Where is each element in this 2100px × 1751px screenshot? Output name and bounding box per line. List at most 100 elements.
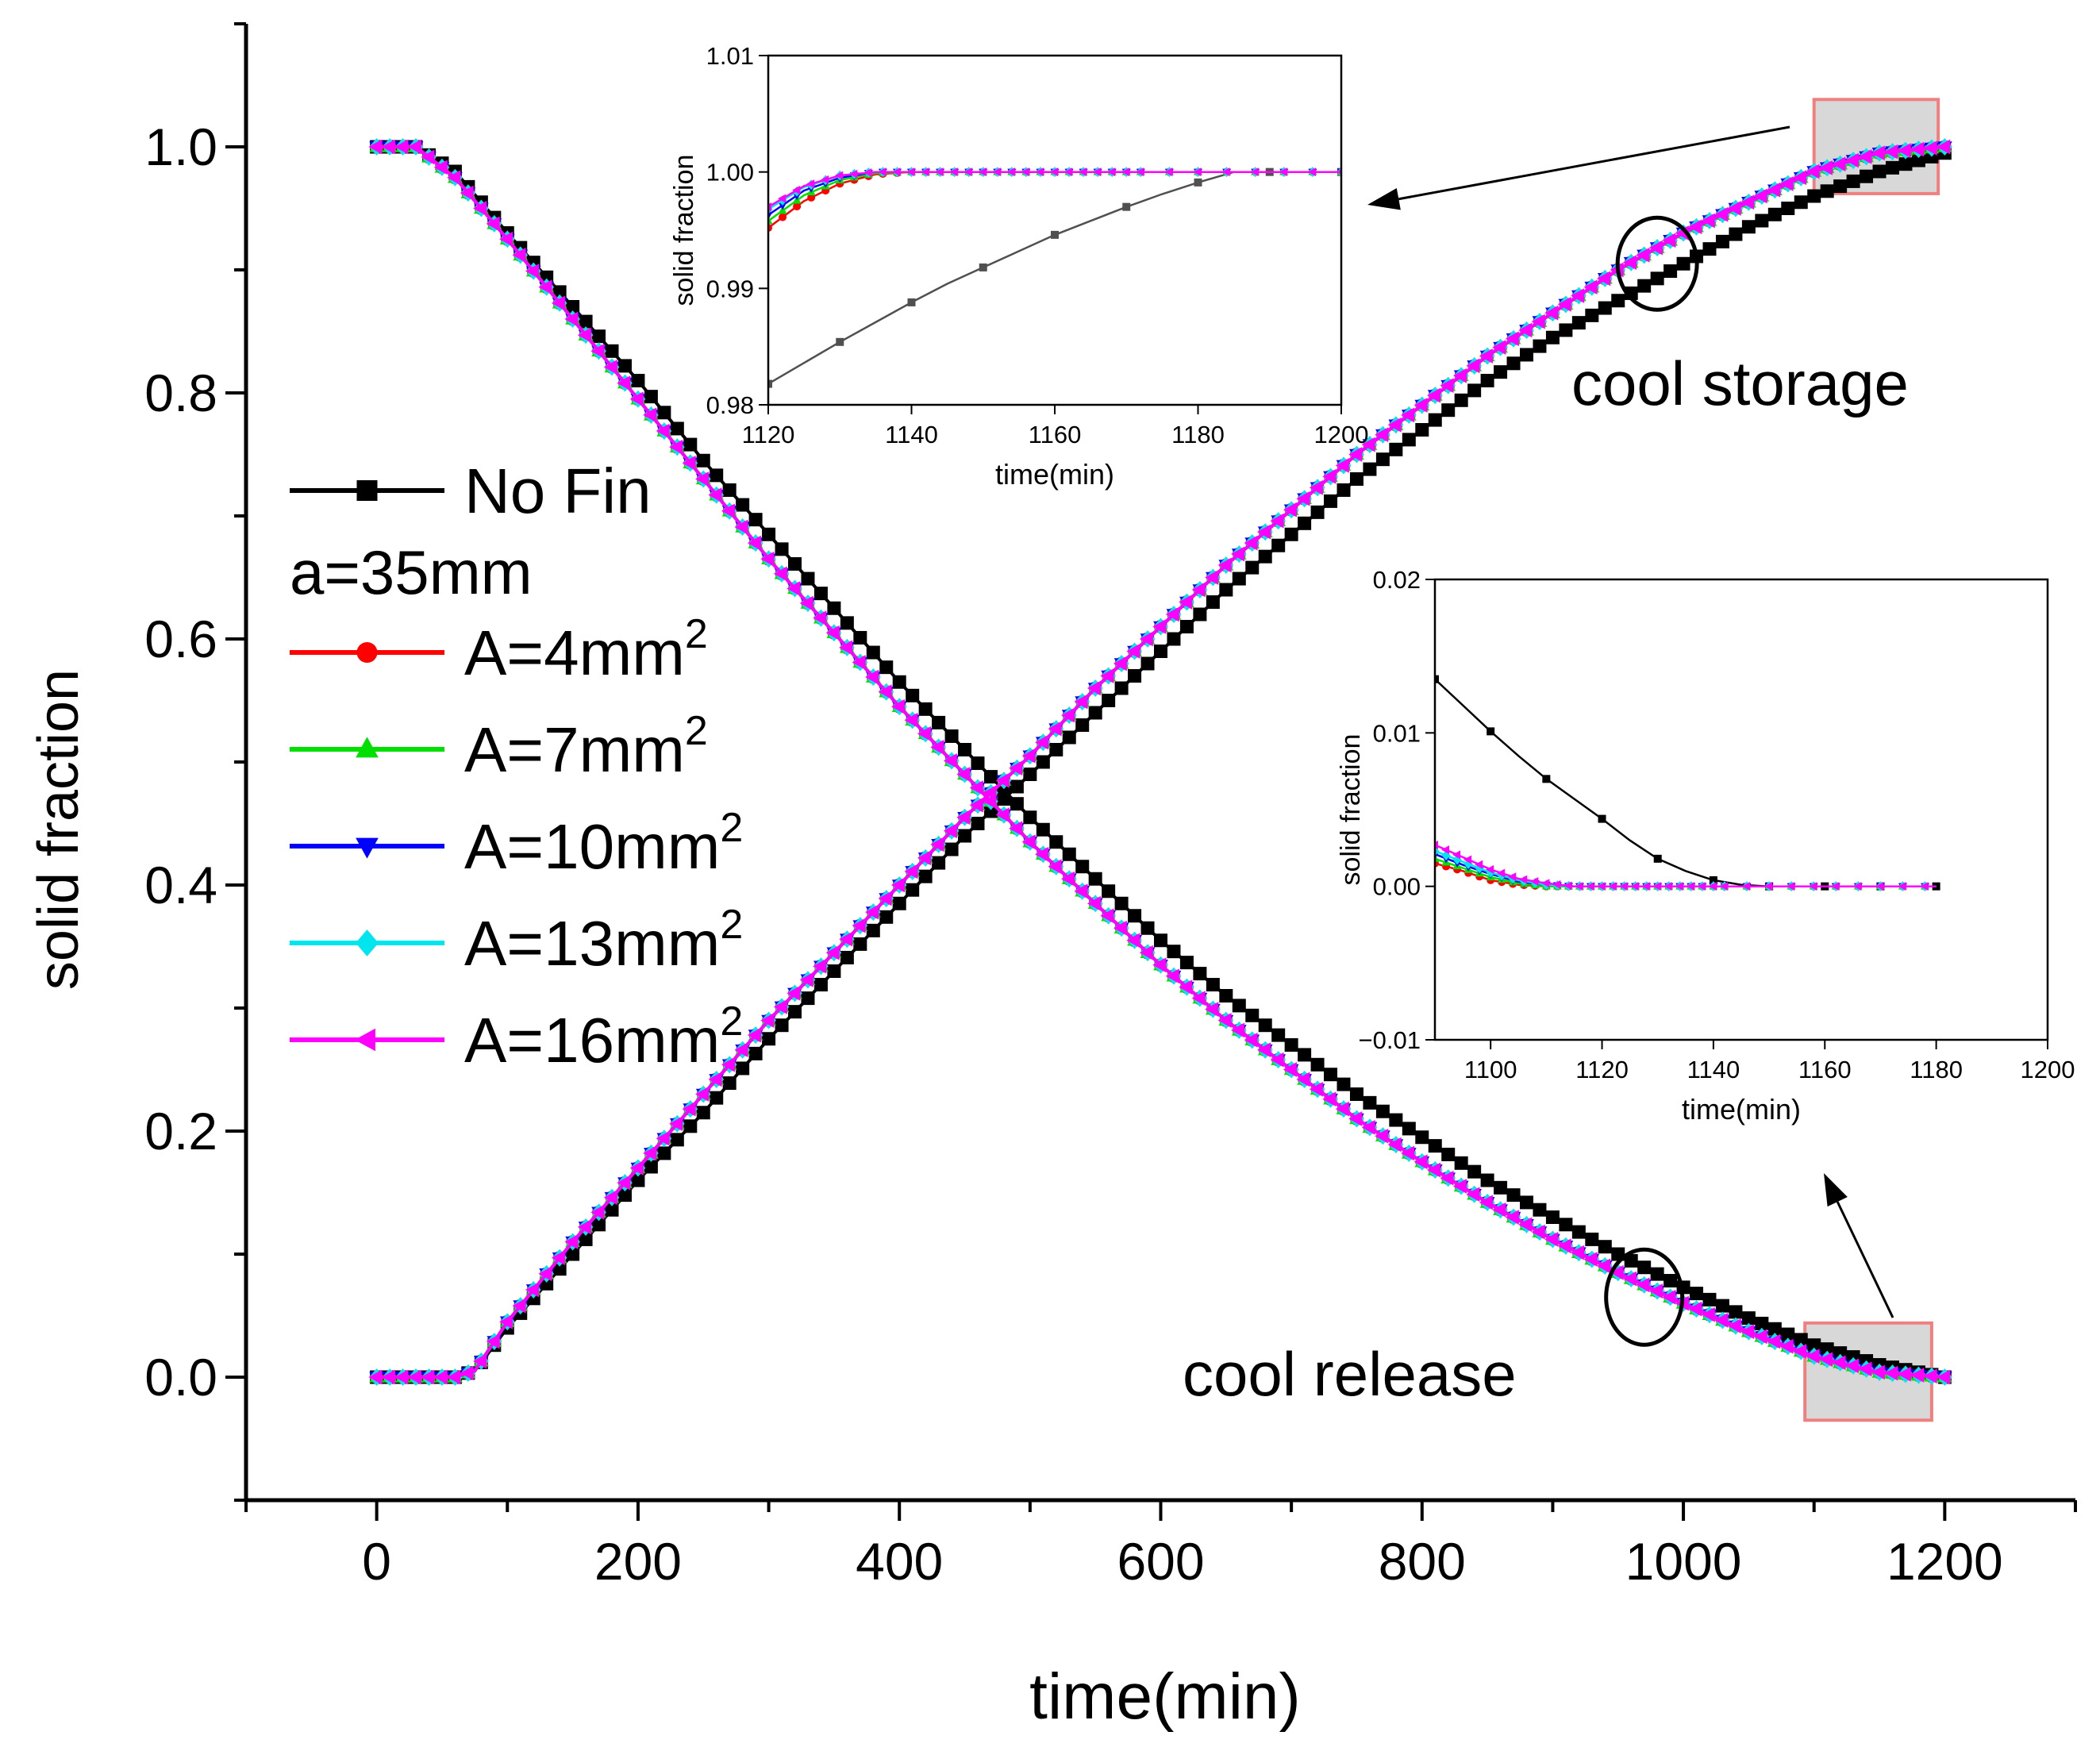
data-point xyxy=(1271,538,1286,552)
inset-y-tick-label: 1.01 xyxy=(706,42,754,70)
data-point xyxy=(1623,1271,1637,1287)
data-point xyxy=(1688,219,1702,235)
data-point xyxy=(1441,403,1456,418)
data-point xyxy=(1361,437,1375,452)
data-point xyxy=(1479,1195,1493,1210)
inset-data-point xyxy=(1652,882,1661,891)
data-point xyxy=(1781,1327,1795,1341)
data-point xyxy=(1441,1147,1456,1161)
inset-data-point xyxy=(849,169,858,179)
inset-data-point xyxy=(1764,882,1773,891)
data-point xyxy=(971,817,985,830)
inset-y-tick-label: 0.00 xyxy=(1373,873,1421,901)
data-point xyxy=(1741,220,1756,234)
inset-y-axis-title: solid fraction xyxy=(669,155,699,306)
data-point xyxy=(1139,945,1153,960)
data-point xyxy=(1729,227,1743,241)
data-point xyxy=(617,375,631,391)
data-point xyxy=(657,406,671,420)
x-tick-label: 600 xyxy=(1117,1532,1204,1591)
data-point xyxy=(1753,1329,1767,1345)
data-point xyxy=(1533,1203,1547,1217)
data-point xyxy=(1611,294,1625,308)
inset-series-5 xyxy=(768,167,1341,212)
data-point xyxy=(1729,1305,1743,1319)
x-tick-label: 1000 xyxy=(1625,1532,1742,1591)
data-point xyxy=(1128,669,1142,683)
data-point xyxy=(773,999,787,1014)
data-point xyxy=(473,1353,487,1369)
data-point xyxy=(669,439,683,455)
data-point xyxy=(1363,1095,1377,1110)
inset-data-point xyxy=(1742,882,1751,891)
data-point xyxy=(1010,779,1024,794)
data-point xyxy=(1571,316,1586,330)
data-point xyxy=(1884,1365,1898,1381)
data-point xyxy=(762,1032,776,1046)
data-point xyxy=(1167,632,1181,646)
data-point xyxy=(1506,356,1521,371)
inset-data-point xyxy=(1787,882,1795,891)
data-point xyxy=(1715,1299,1729,1313)
data-point xyxy=(840,950,854,964)
data-point xyxy=(1244,535,1258,551)
inset-series-5 xyxy=(1435,840,1937,891)
data-point xyxy=(1636,1277,1650,1293)
data-point xyxy=(1113,920,1127,936)
data-point xyxy=(958,829,972,843)
data-point xyxy=(787,581,801,596)
inset-x-tick-label: 1120 xyxy=(742,421,795,448)
data-point xyxy=(1349,1087,1363,1101)
data-point xyxy=(1010,797,1024,811)
data-point xyxy=(695,1087,710,1102)
data-point xyxy=(1662,1289,1676,1305)
data-point xyxy=(525,264,540,279)
data-point xyxy=(1663,1273,1678,1287)
data-point xyxy=(904,712,918,728)
data-point xyxy=(1741,1311,1756,1326)
data-point xyxy=(891,698,906,714)
data-point xyxy=(1466,358,1480,374)
inset-data-point xyxy=(878,167,887,177)
data-point xyxy=(1048,721,1062,737)
data-point xyxy=(1846,174,1860,188)
data-point xyxy=(1363,462,1377,476)
inset-data-point xyxy=(1552,879,1561,889)
data-point xyxy=(1480,374,1494,387)
data-point xyxy=(1832,156,1846,172)
data-point xyxy=(1021,748,1036,764)
data-point xyxy=(747,1027,761,1043)
arrow-to-storage-inset xyxy=(1367,125,1790,210)
data-point xyxy=(865,669,879,685)
inset-y-tick-label: 0.02 xyxy=(1373,566,1421,594)
highlight-ellipse-storage xyxy=(1615,215,1699,312)
data-point xyxy=(1727,1318,1741,1333)
data-point xyxy=(775,1018,789,1033)
data-point xyxy=(787,986,801,1001)
data-point xyxy=(1100,908,1114,924)
inset-data-point xyxy=(792,186,801,195)
data-point xyxy=(1205,570,1219,585)
data-point xyxy=(1648,1283,1663,1299)
inset-y-tick-label: 1.00 xyxy=(706,159,754,187)
data-point xyxy=(1062,730,1076,745)
inset-data-point xyxy=(1121,167,1130,177)
data-point xyxy=(1296,1072,1310,1087)
data-point xyxy=(917,850,931,866)
data-point xyxy=(1310,1057,1325,1072)
data-point xyxy=(1937,1369,1951,1385)
data-point xyxy=(1494,1180,1508,1195)
data-point xyxy=(1715,234,1729,248)
data-point xyxy=(577,327,591,343)
data-point xyxy=(799,972,813,987)
data-point xyxy=(1049,835,1063,849)
data-point xyxy=(1884,144,1898,160)
inset-data-point xyxy=(768,216,773,225)
data-point xyxy=(1048,859,1062,875)
data-point xyxy=(1701,213,1715,229)
inset-data-point xyxy=(1619,882,1628,891)
data-point xyxy=(551,1250,565,1265)
data-point xyxy=(643,407,657,423)
data-point xyxy=(1452,368,1467,383)
data-point xyxy=(1466,1187,1480,1203)
